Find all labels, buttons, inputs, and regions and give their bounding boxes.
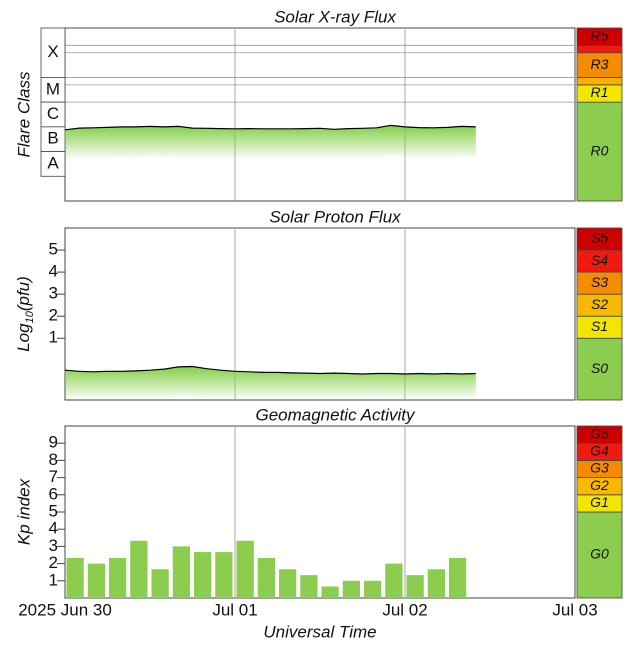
y-tick-label: 5 (49, 240, 58, 259)
kp-bar (385, 563, 403, 598)
scale-level-label: S0 (591, 360, 608, 376)
scale-level-label: G4 (590, 443, 609, 459)
scale-level (576, 77, 623, 86)
kp-bar (427, 569, 445, 598)
scale-level-label: S2 (591, 296, 608, 312)
y-tick-label: 2 (49, 553, 58, 572)
x-tick-label: 2025 Jun 30 (18, 600, 112, 619)
scale-level-label: S4 (591, 252, 608, 268)
y-axis-label: Log10(pfu) (14, 276, 35, 352)
scale-level-label: G3 (590, 460, 609, 476)
kp-bar (449, 557, 467, 598)
kp-bar (406, 575, 424, 598)
scale-level-label: S3 (591, 274, 608, 290)
scale-level (576, 337, 623, 401)
flux-line (64, 124, 476, 131)
flux-line (64, 365, 476, 375)
scale-level (576, 511, 623, 599)
y-tick-label: 6 (49, 484, 58, 503)
kp-bar (364, 580, 382, 598)
panel-title: Geomagnetic Activity (255, 405, 416, 424)
kp-bar (236, 540, 254, 598)
y-tick-label: 4 (49, 519, 58, 538)
kp-bar (194, 552, 212, 598)
y-tick-label: 9 (49, 433, 58, 452)
kp-bar (66, 557, 84, 598)
x-tick-label: Jul 01 (212, 600, 257, 619)
kp-bar (342, 580, 360, 598)
plot-area (64, 27, 576, 202)
y-tick-label: 2 (49, 306, 58, 325)
y-tick-label: 1 (49, 328, 58, 347)
y-tick-label: 3 (49, 536, 58, 555)
scale-level (576, 44, 623, 54)
kp-bar (215, 552, 233, 598)
kp-bar (109, 557, 127, 598)
flare-class-box (40, 101, 66, 128)
scale-level-label: R5 (591, 27, 609, 43)
flare-class-label: M (46, 79, 60, 98)
panel-title: Solar X-ray Flux (274, 7, 396, 26)
scale-level-label: G0 (590, 546, 609, 562)
scale-level-label: R3 (591, 56, 609, 72)
y-tick-label: 8 (49, 450, 58, 469)
y-tick-label: 5 (49, 501, 58, 520)
kp-bar (172, 546, 190, 598)
scale-level-label: S5 (591, 230, 608, 246)
y-axis-label: Kp index (14, 478, 33, 545)
kp-bar (300, 575, 318, 598)
scale-level-label: G5 (590, 425, 609, 441)
x-tick-label: Jul 02 (382, 600, 427, 619)
y-axis-label: Flare Class (14, 71, 33, 157)
x-tick-label: Jul 03 (552, 600, 597, 619)
flare-class-label: B (47, 129, 58, 148)
flux-fill (65, 125, 476, 160)
y-tick-label: 4 (49, 262, 58, 281)
y-axis-label-part: (pfu) (14, 276, 33, 311)
kp-bar (151, 569, 169, 598)
scale-level-label: R0 (591, 142, 609, 158)
kp-bar (257, 557, 275, 598)
scale-level (576, 227, 623, 251)
scale-level (576, 425, 623, 444)
scale-level-label: R1 (591, 84, 609, 100)
panel-title: Solar Proton Flux (269, 207, 401, 226)
scale-level (576, 101, 623, 202)
y-tick-label: 1 (49, 570, 58, 589)
kp-bar (279, 569, 297, 598)
scale-level-label: G1 (590, 494, 609, 510)
flux-fill (65, 366, 476, 400)
flare-class-box (40, 151, 66, 177)
y-axis-label-part: Log (14, 323, 33, 352)
kp-bar (87, 563, 105, 598)
y-axis-label-part: 10 (24, 310, 36, 323)
scale-level-label: S1 (591, 318, 608, 334)
y-tick-label: 3 (49, 284, 58, 303)
x-axis-label: Universal Time (263, 622, 376, 641)
scale-level (576, 52, 623, 78)
flare-class-label: A (47, 153, 59, 172)
flare-class-label: C (47, 104, 59, 123)
plot-area (64, 425, 576, 599)
y-tick-label: 7 (49, 467, 58, 486)
scale-level (576, 27, 623, 46)
kp-bar (321, 586, 339, 598)
scale-level-label: G2 (590, 477, 609, 493)
flare-class-box (40, 27, 66, 78)
flare-class-label: X (47, 42, 58, 61)
kp-bar (130, 540, 148, 598)
